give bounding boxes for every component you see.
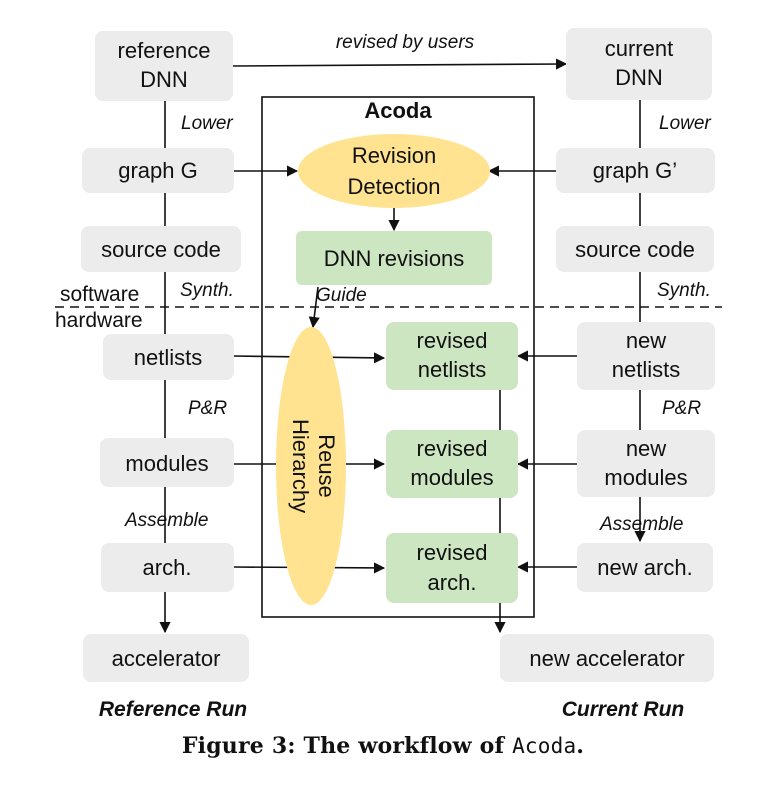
caption-prefix: Figure 3: The workflow of: [181, 733, 513, 759]
new-modules-label-1: new: [626, 436, 666, 461]
dnn-revisions-box: [296, 231, 492, 285]
revised-by-users-arrow: [232, 58, 568, 70]
pr-left-label: P&R: [188, 398, 227, 419]
reuse-hierarchy-ellipse: [276, 327, 346, 605]
accelerator-label: accelerator: [112, 646, 221, 671]
revised-arch-box: [386, 533, 518, 603]
assemble-left-label: Assemble: [124, 510, 208, 531]
revised-modules-label-2: modules: [410, 465, 493, 490]
new-arch-label: new arch.: [597, 555, 692, 580]
new-modules-box: [577, 430, 715, 497]
accelerator-box: [83, 634, 249, 682]
revised-netlists-box: [386, 322, 518, 390]
reference-run-label: Reference Run: [99, 698, 247, 721]
revised-netlists-label-1: revised: [417, 328, 488, 353]
guide-label: Guide: [316, 285, 367, 306]
ref-source-code-label: source code: [101, 237, 221, 262]
modules-label: modules: [125, 451, 208, 476]
reference-dnn-label-2: DNN: [140, 67, 188, 92]
caption-name: Acoda: [512, 734, 577, 758]
hardware-label: hardware: [55, 309, 143, 332]
revised-by-users-label: revised by users: [336, 32, 475, 53]
netlists-label: netlists: [134, 345, 202, 370]
revision-detection-ellipse: [298, 134, 490, 208]
reuse-hierarchy-label-1: Reuse: [314, 434, 339, 498]
revised-modules-box: [386, 430, 518, 498]
software-label: software: [60, 283, 139, 306]
new-arch-box: [577, 543, 713, 592]
revised-netlists-label-2: netlists: [418, 357, 486, 382]
assemble-right-label: Assemble: [599, 514, 683, 535]
new-netlists-label-2: netlists: [612, 357, 680, 382]
reference-dnn-label-1: reference: [118, 38, 211, 63]
pr-right-label: P&R: [662, 398, 701, 419]
figure-caption: Figure 3: The workflow of Acoda.: [0, 733, 766, 759]
revisions-to-reuse-arrow: [308, 286, 320, 329]
graph-g-prime-box: [556, 148, 715, 193]
synth-right-label: Synth.: [657, 280, 711, 301]
revision-detection-label-2: Detection: [348, 174, 441, 199]
revised-arch-label-2: arch.: [428, 570, 477, 595]
lower-right-label: Lower: [659, 113, 711, 134]
current-dnn-label-1: current: [605, 36, 673, 61]
acoda-title: Acoda: [364, 98, 432, 123]
cur-source-code-label: source code: [575, 237, 695, 262]
caption-suffix: .: [576, 733, 585, 759]
arch-label: arch.: [143, 555, 192, 580]
cur-source-code-box: [556, 226, 714, 272]
new-modules-label-2: modules: [604, 465, 687, 490]
arch-box: [101, 543, 234, 592]
new-netlists-box: [577, 322, 715, 390]
reference-dnn-box: [95, 31, 233, 101]
reuse-hierarchy-label-2: Hierarchy: [288, 419, 313, 513]
graph-g-prime-label: graph G’: [593, 158, 677, 183]
graph-g-box: [82, 148, 234, 193]
netlists-box: [103, 334, 234, 380]
graph-g-label: graph G: [118, 158, 198, 183]
ref-source-code-box: [81, 226, 241, 272]
revised-arch-label-1: revised: [417, 540, 488, 565]
revised-modules-label-1: revised: [417, 436, 488, 461]
current-dnn-label-2: DNN: [615, 65, 663, 90]
new-accelerator-box: [500, 634, 714, 682]
new-netlists-label-1: new: [626, 328, 666, 353]
current-dnn-box: [566, 28, 712, 100]
current-run-label: Current Run: [562, 698, 685, 721]
new-accelerator-label: new accelerator: [529, 646, 684, 671]
synth-left-label: Synth.: [180, 280, 234, 301]
lower-left-label: Lower: [181, 113, 233, 134]
modules-box: [100, 438, 234, 487]
dnn-revisions-label: DNN revisions: [324, 246, 465, 271]
revision-detection-label-1: Revision: [352, 143, 436, 168]
